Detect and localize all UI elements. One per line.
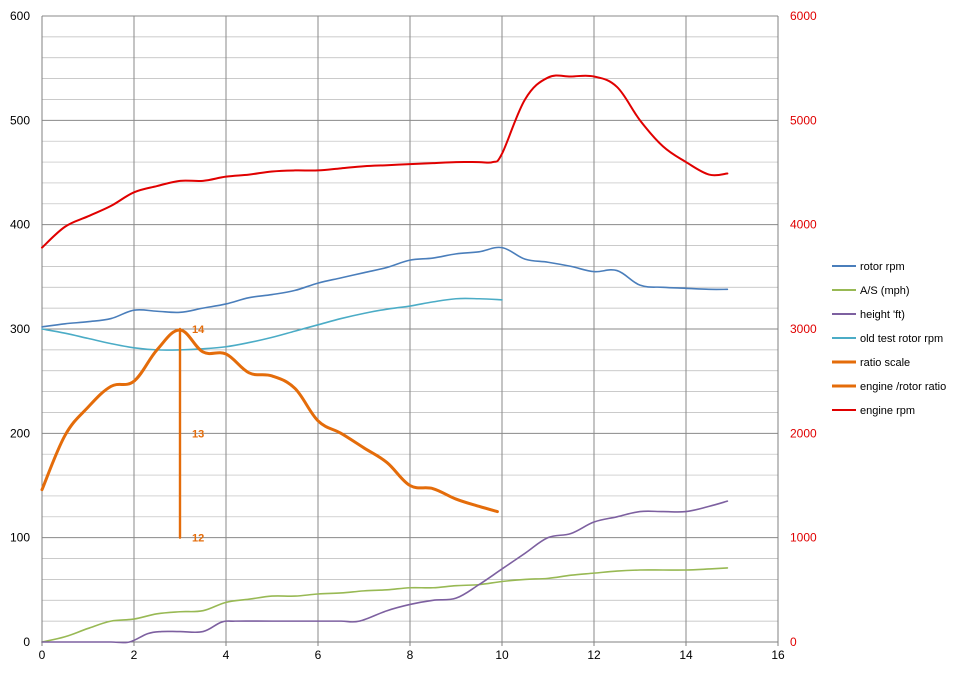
x-tick-label: 2 <box>131 648 138 662</box>
legend-label-airspeed: A/S (mph) <box>860 285 910 297</box>
legend-label-ratio: engine /rotor ratio <box>860 381 946 393</box>
legend: rotor rpm A/S (mph) height 'ft) old test ro… <box>832 261 946 417</box>
series-old-test-line <box>41 297 503 351</box>
legend-label-rotor-rpm: rotor rpm <box>860 261 905 273</box>
y-tick-label: 600 <box>10 9 30 23</box>
y-tick-label: 300 <box>10 322 30 336</box>
x-tick-label: 12 <box>587 648 601 662</box>
series-rotor-rpm-line <box>41 246 729 328</box>
x-tick-label: 14 <box>679 648 693 662</box>
y-tick-labels: 0 100 200 300 400 500 600 <box>10 9 30 649</box>
y2-tick-labels: 0 1000 2000 3000 4000 5000 6000 <box>790 9 817 649</box>
ratio-scale-label: 12 <box>192 533 204 545</box>
ratio-scale-label: 13 <box>192 428 204 440</box>
y2-tick-label: 2000 <box>790 426 817 440</box>
x-tick-label: 8 <box>407 648 414 662</box>
x-tick-label: 0 <box>39 648 46 662</box>
ratio-scale-label: 14 <box>192 324 205 336</box>
y-tick-label: 400 <box>10 218 30 232</box>
y-tick-label: 100 <box>10 531 30 545</box>
y2-tick-label: 5000 <box>790 113 817 127</box>
series-airspeed-line <box>41 567 729 643</box>
legend-label-ratio-scale: ratio scale <box>860 357 910 369</box>
x-tick-label: 10 <box>495 648 509 662</box>
series-engine-rpm-line <box>41 74 729 249</box>
series-height-line <box>41 500 729 644</box>
legend-label-height: height 'ft) <box>860 309 905 321</box>
series-ratio-line <box>40 328 499 514</box>
y2-tick-label: 3000 <box>790 322 817 336</box>
legend-label-engine-rpm: engine rpm <box>860 405 915 417</box>
x-tick-label: 16 <box>771 648 785 662</box>
y2-tick-label: 4000 <box>790 218 817 232</box>
x-tick-label: 6 <box>315 648 322 662</box>
x-tick-label: 4 <box>223 648 230 662</box>
ratio-scale-labels: 14 13 12 <box>192 324 205 545</box>
series-lines <box>40 74 729 644</box>
y-tick-label: 0 <box>23 635 30 649</box>
y-tick-label: 200 <box>10 426 30 440</box>
y2-tick-label: 0 <box>790 635 797 649</box>
y-tick-label: 500 <box>10 113 30 127</box>
y2-tick-label: 6000 <box>790 9 817 23</box>
y2-tick-label: 1000 <box>790 531 817 545</box>
legend-label-old-test: old test rotor rpm <box>860 333 943 345</box>
x-tick-labels: 0 2 4 6 8 10 12 14 16 <box>39 642 785 662</box>
